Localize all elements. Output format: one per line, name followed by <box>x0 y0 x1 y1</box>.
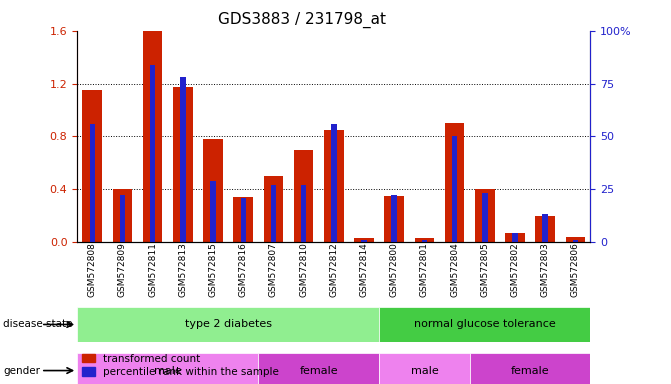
Bar <box>324 130 344 242</box>
Text: normal glucose tolerance: normal glucose tolerance <box>414 319 556 329</box>
Text: female: female <box>299 366 338 376</box>
Text: GSM572801: GSM572801 <box>420 242 429 297</box>
Bar <box>379 353 470 384</box>
Bar <box>83 90 102 242</box>
Bar <box>475 189 495 242</box>
Bar <box>379 307 590 342</box>
Bar <box>331 124 337 242</box>
Bar <box>258 353 379 384</box>
Text: gender: gender <box>3 366 40 376</box>
Text: disease state: disease state <box>3 319 73 329</box>
Bar <box>77 307 379 342</box>
Bar <box>445 123 464 242</box>
Text: GSM572805: GSM572805 <box>480 242 489 297</box>
Bar <box>470 353 590 384</box>
Bar <box>542 214 548 242</box>
Legend: transformed count, percentile rank within the sample: transformed count, percentile rank withi… <box>83 354 279 377</box>
Text: GSM572806: GSM572806 <box>571 242 580 297</box>
Text: GSM572808: GSM572808 <box>88 242 97 297</box>
Bar <box>77 353 258 384</box>
Bar <box>270 185 276 242</box>
Text: GSM572815: GSM572815 <box>209 242 217 297</box>
Bar <box>354 238 374 242</box>
Bar <box>240 198 246 242</box>
Text: GSM572813: GSM572813 <box>178 242 187 297</box>
Text: GSM572811: GSM572811 <box>148 242 157 297</box>
Text: GSM572809: GSM572809 <box>118 242 127 297</box>
Bar <box>482 194 488 242</box>
Bar <box>203 139 223 242</box>
Text: GDS3883 / 231798_at: GDS3883 / 231798_at <box>218 12 386 28</box>
Bar <box>391 195 397 242</box>
Text: GSM572800: GSM572800 <box>390 242 399 297</box>
Bar <box>264 176 283 242</box>
Bar <box>572 240 578 242</box>
Text: GSM572810: GSM572810 <box>299 242 308 297</box>
Bar <box>361 240 367 242</box>
Bar <box>89 124 95 242</box>
Bar <box>452 136 458 242</box>
Bar <box>505 233 525 242</box>
Bar <box>113 189 132 242</box>
Bar <box>415 238 434 242</box>
Bar <box>143 31 162 242</box>
Text: type 2 diabetes: type 2 diabetes <box>185 319 272 329</box>
Bar <box>150 65 156 242</box>
Bar <box>384 196 404 242</box>
Bar <box>234 197 253 242</box>
Bar <box>210 181 216 242</box>
Text: GSM572804: GSM572804 <box>450 242 459 297</box>
Bar <box>119 195 125 242</box>
Text: male: male <box>411 366 438 376</box>
Bar <box>294 149 313 242</box>
Bar <box>566 237 585 242</box>
Text: GSM572803: GSM572803 <box>541 242 550 297</box>
Bar <box>535 215 555 242</box>
Text: GSM572807: GSM572807 <box>269 242 278 297</box>
Text: GSM572814: GSM572814 <box>360 242 368 297</box>
Text: GSM572816: GSM572816 <box>239 242 248 297</box>
Bar <box>173 88 193 242</box>
Bar <box>512 233 518 242</box>
Text: female: female <box>511 366 550 376</box>
Bar <box>421 240 427 242</box>
Text: GSM572812: GSM572812 <box>329 242 338 297</box>
Text: GSM572802: GSM572802 <box>511 242 519 297</box>
Bar <box>301 185 307 242</box>
Text: male: male <box>154 366 182 376</box>
Bar <box>180 77 186 242</box>
